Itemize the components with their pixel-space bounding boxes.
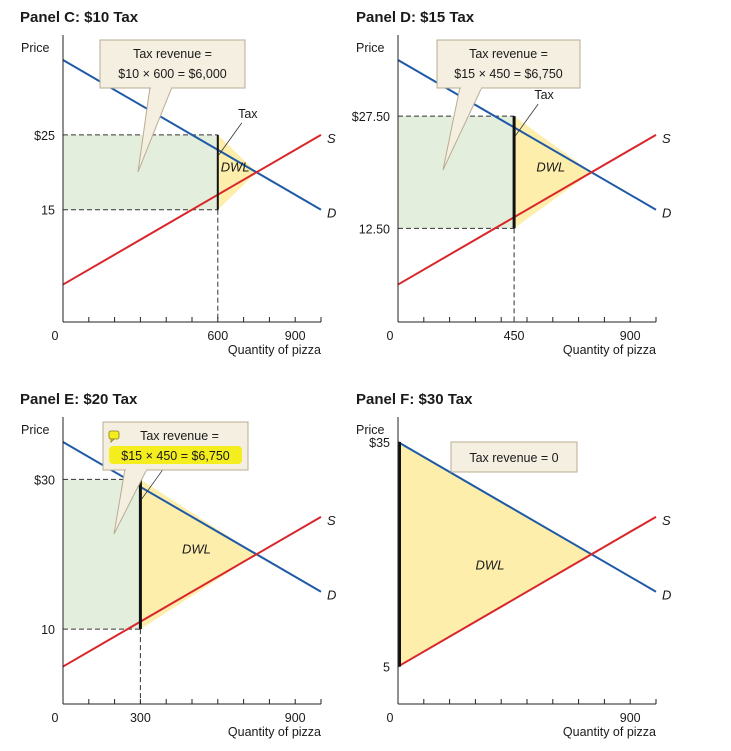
y-tick-label: $25 xyxy=(34,129,55,143)
tax-leader-line xyxy=(141,467,165,500)
demand-label: D xyxy=(327,206,336,221)
x-axis-label: Quantity of pizza xyxy=(563,725,656,739)
dwl-triangle xyxy=(140,479,257,630)
callout-line-1: Tax revenue = 0 xyxy=(469,451,558,465)
dwl-triangle xyxy=(217,134,257,210)
callout-box xyxy=(436,39,581,89)
supply-label: S xyxy=(327,131,336,146)
dwl-triangle xyxy=(398,442,592,667)
comment-marker-body xyxy=(108,430,120,440)
y-axis-label: Price xyxy=(356,41,385,55)
callout-line-1: Tax revenue = xyxy=(140,429,219,443)
demand-label: D xyxy=(327,588,336,603)
origin-label: 0 xyxy=(387,711,394,725)
panel-title: Panel D: $15 Tax xyxy=(356,9,475,26)
tax-revenue-callout: Tax revenue = $15 × 450 = $6,750 xyxy=(102,421,249,535)
y-axis-label: Price xyxy=(356,423,385,437)
y-tick-label: 12.50 xyxy=(359,222,390,236)
supply-line xyxy=(62,133,322,286)
panel-c: Panel C: $10 Tax D S Price Quantity of pizza… xyxy=(20,9,336,357)
dwl-label: DWL xyxy=(476,557,505,572)
dwl-label: DWL xyxy=(536,159,565,174)
x-axis-label: Quantity of pizza xyxy=(228,343,321,357)
x-tick-label: 900 xyxy=(620,329,641,343)
x-tick-label: 900 xyxy=(285,711,306,725)
tax-label: Tax xyxy=(238,107,258,121)
y-tick-label: 10 xyxy=(41,623,55,637)
y-tick-label: $30 xyxy=(34,473,55,487)
y-tick-label: 15 xyxy=(41,204,55,218)
x-axis-label: Quantity of pizza xyxy=(228,725,321,739)
x-tick-label: 600 xyxy=(207,329,228,343)
y-tick-label: 5 xyxy=(383,661,390,675)
dwl-triangle xyxy=(514,116,592,229)
origin-label: 0 xyxy=(52,711,59,725)
dwl-label: DWL xyxy=(182,541,211,556)
tax-revenue-callout: Tax revenue = $10 × 600 = $6,000 xyxy=(99,39,246,173)
supply-line xyxy=(397,515,657,668)
supply-label: S xyxy=(662,131,671,146)
y-tick-label: $27.50 xyxy=(352,110,390,124)
callout-line-1: Tax revenue = xyxy=(469,47,548,61)
demand-label: D xyxy=(662,206,671,221)
supply-label: S xyxy=(327,513,336,528)
demand-label: D xyxy=(662,588,671,603)
y-tick-label: $35 xyxy=(369,436,390,450)
callout-box xyxy=(450,441,578,473)
y-axis-label: Price xyxy=(21,41,50,55)
callout-line-2: $15 × 450 = $6,750 xyxy=(121,449,229,463)
panel-title: Panel E: $20 Tax xyxy=(20,391,138,408)
panel-title: Panel C: $10 Tax xyxy=(20,9,139,26)
comment-marker-tail xyxy=(110,438,115,443)
panel-title: Panel F: $30 Tax xyxy=(356,391,473,408)
callout-line-1: Tax revenue = xyxy=(133,47,212,61)
tax-revenue-area xyxy=(63,134,218,210)
x-tick-label: 300 xyxy=(130,711,151,725)
supply-line xyxy=(397,133,657,286)
comment-marker-icon xyxy=(108,430,120,443)
tax-revenue-callout: Tax revenue = $15 × 450 = $6,750 xyxy=(436,39,581,171)
callout-line-2: $10 × 600 = $6,000 xyxy=(118,67,226,81)
panel-d: Panel D: $15 Tax D S Price Quantity of pizza… xyxy=(352,9,672,357)
tax-label: Tax xyxy=(534,88,554,102)
origin-label: 0 xyxy=(387,329,394,343)
callout-highlight xyxy=(109,446,242,464)
tax-leader-line xyxy=(514,103,539,137)
tax-leader-line xyxy=(218,122,243,156)
origin-label: 0 xyxy=(52,329,59,343)
y-axis-label: Price xyxy=(21,423,50,437)
x-tick-label: 450 xyxy=(504,329,525,343)
panel-e: Panel E: $20 Tax D S Price Quantity of pizza… xyxy=(20,391,336,739)
panel-f: Panel F: $30 Tax D S Price Quantity of pizza… xyxy=(356,391,671,739)
demand-line xyxy=(397,441,657,593)
callout-box xyxy=(99,39,246,89)
callout-line-2: $15 × 450 = $6,750 xyxy=(454,67,562,81)
x-axis-label: Quantity of pizza xyxy=(563,343,656,357)
tax-revenue-callout: Tax revenue = 0 xyxy=(450,441,578,473)
supply-line xyxy=(62,515,322,668)
supply-label: S xyxy=(662,513,671,528)
dwl-label: DWL xyxy=(221,159,250,174)
x-tick-label: 900 xyxy=(620,711,641,725)
x-tick-label: 900 xyxy=(285,329,306,343)
